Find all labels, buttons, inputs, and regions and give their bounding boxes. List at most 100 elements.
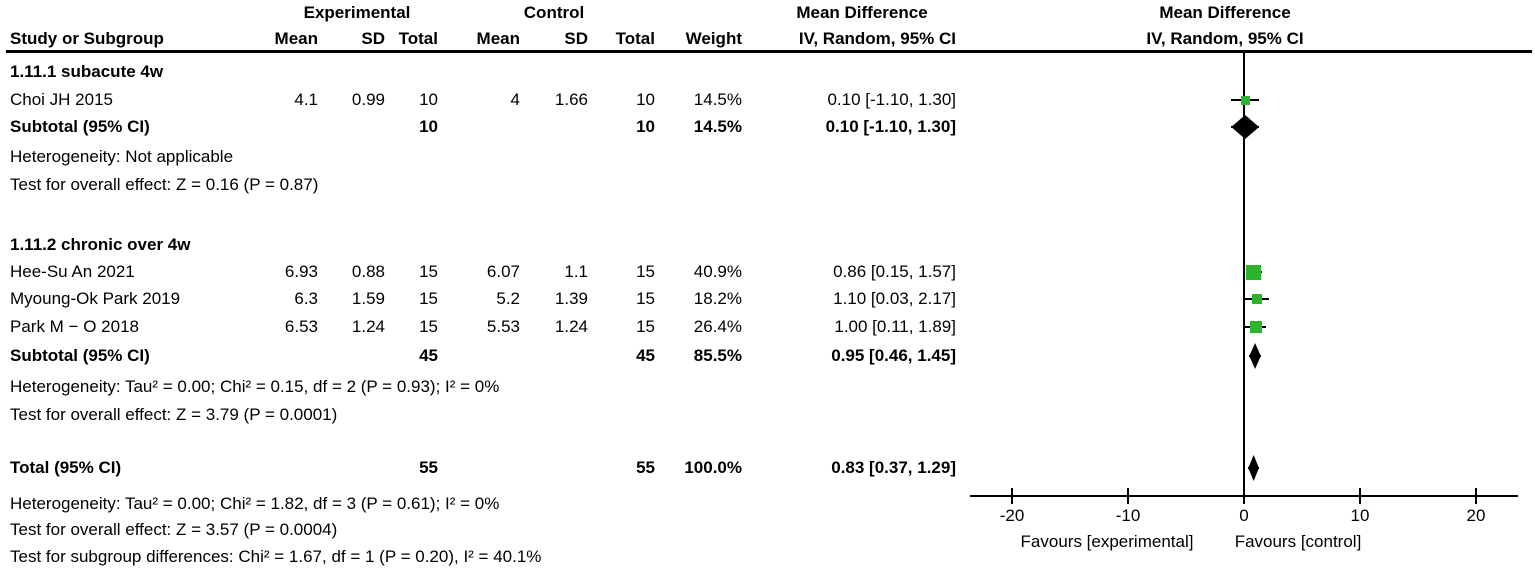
total-heterogeneity-row: Heterogeneity: Tau² = 0.00; Chi² = 1.82,…	[0, 493, 1000, 515]
col-weight: Weight	[685, 29, 742, 48]
total-c-value: 15	[636, 317, 655, 336]
subtotal-2-row: Subtotal (95% CI) 45 45 85.5% 0.95 [0.46…	[0, 345, 1000, 367]
total-c-value: 10	[636, 90, 655, 109]
header-control: Control	[523, 3, 585, 22]
axis-tick-label: 0	[1239, 506, 1249, 525]
axis-tick	[1475, 488, 1477, 504]
col-ci-right: IV, Random, 95% CI	[1146, 29, 1304, 48]
mean-e-value: 6.93	[284, 262, 318, 281]
header-experimental: Experimental	[303, 3, 411, 22]
header-group-row: Experimental Control Mean Difference	[0, 2, 1000, 24]
study-name: Myoung-Ok Park 2019	[10, 289, 181, 308]
sd-e-value: 1.59	[351, 289, 385, 308]
ci-value: 0.83 [0.37, 1.29]	[831, 458, 956, 477]
sd-e-value: 0.99	[351, 90, 385, 109]
ci-value: 1.10 [0.03, 2.17]	[833, 289, 956, 308]
mean-c-value: 5.2	[496, 289, 520, 308]
axis-tick	[1359, 488, 1361, 504]
study-name: Park M − O 2018	[10, 317, 139, 336]
study-marker-myo	[1251, 294, 1262, 304]
subtotal-label: Subtotal (95% CI)	[10, 346, 150, 365]
overall-effect-text: Test for overall effect: Z = 3.57 (P = 0…	[10, 520, 338, 539]
ci-value: 0.10 [-1.10, 1.30]	[827, 90, 956, 109]
mean-e-value: 6.3	[294, 289, 318, 308]
total-row: Total (95% CI) 55 55 100.0% 0.83 [0.37, …	[0, 457, 1000, 479]
favours-experimental-label: Favours [experimental]	[1020, 532, 1194, 551]
overall-effect-text: Test for overall effect: Z = 0.16 (P = 0…	[10, 175, 319, 194]
subtotal-label: Subtotal (95% CI)	[10, 117, 150, 136]
axis-tick-label: -10	[1115, 506, 1141, 525]
total-e-value: 10	[419, 90, 438, 109]
weight-value: 26.4%	[693, 317, 742, 336]
axis-tick-label: 10	[1350, 506, 1370, 525]
total-e-value: 15	[419, 317, 438, 336]
axis-tick	[1127, 488, 1129, 504]
pooled-diamond-total	[1248, 455, 1259, 481]
zero-line	[1243, 53, 1245, 496]
ci-value: 0.95 [0.46, 1.45]	[831, 346, 956, 365]
sd-c-value: 1.1	[564, 262, 588, 281]
col-mean-experimental: Mean	[274, 29, 318, 48]
ci-value: 1.00 [0.11, 1.89]	[834, 317, 956, 336]
total-overall-effect-row: Test for overall effect: Z = 3.57 (P = 0…	[0, 519, 1000, 541]
study-marker-hee	[1246, 264, 1262, 280]
total-e-value: 10	[419, 117, 438, 136]
mean-c-value: 4	[510, 90, 520, 109]
subgroup-differences-row: Test for subgroup differences: Chi² = 1.…	[0, 546, 1000, 568]
col-sd-experimental: SD	[361, 29, 385, 48]
subgroup-1-label-row: 1.11.1 subacute 4w	[0, 61, 1000, 83]
weight-value: 40.9%	[693, 262, 742, 281]
weight-value: 85.5%	[693, 346, 742, 365]
study-name: Choi JH 2015	[10, 90, 114, 109]
subgroup-2-label-row: 1.11.2 chronic over 4w	[0, 234, 1000, 256]
study-marker-choi	[1240, 95, 1250, 105]
subgroup-2-label: 1.11.2 chronic over 4w	[10, 235, 191, 254]
total-e-value: 15	[419, 289, 438, 308]
total-label: Total (95% CI)	[10, 458, 122, 477]
favours-control-label: Favours [control]	[1234, 532, 1362, 551]
header-mean-difference-left: Mean Difference	[796, 3, 928, 22]
study-row-park-m-o: Park M − O 2018 6.53 1.24 15 5.53 1.24 1…	[0, 316, 1000, 338]
col-total-control: Total	[615, 29, 655, 48]
subgroup-1-label: 1.11.1 subacute 4w	[10, 62, 164, 81]
heterogeneity-1-row: Heterogeneity: Not applicable	[0, 146, 1000, 168]
weight-value: 14.5%	[693, 117, 742, 136]
header-underline	[6, 50, 1532, 53]
ci-value: 0.86 [0.15, 1.57]	[833, 262, 956, 281]
overall-effect-1-row: Test for overall effect: Z = 0.16 (P = 0…	[0, 174, 1000, 196]
weight-value: 14.5%	[693, 90, 742, 109]
heterogeneity-2-row: Heterogeneity: Tau² = 0.00; Chi² = 0.15,…	[0, 376, 1000, 398]
study-row-myoung-ok-park: Myoung-Ok Park 2019 6.3 1.59 15 5.2 1.39…	[0, 288, 1000, 310]
header-column-row: Study or Subgroup Mean SD Total Mean SD …	[0, 28, 1000, 50]
total-e-value: 45	[419, 346, 438, 365]
total-c-value: 15	[636, 262, 655, 281]
col-study-or-subgroup: Study or Subgroup	[10, 29, 164, 48]
pooled-diamond-sub2	[1249, 343, 1261, 369]
subtotal-1-row: Subtotal (95% CI) 10 10 14.5% 0.10 [-1.1…	[0, 116, 1000, 138]
sd-c-value: 1.24	[554, 317, 588, 336]
mean-e-value: 6.53	[284, 317, 318, 336]
overall-effect-text: Test for overall effect: Z = 3.79 (P = 0…	[10, 405, 338, 424]
total-c-value: 10	[636, 117, 655, 136]
axis-tick-label: 20	[1466, 506, 1486, 525]
total-e-value: 55	[419, 458, 438, 477]
col-mean-control: Mean	[476, 29, 520, 48]
mean-c-value: 6.07	[486, 262, 520, 281]
heterogeneity-text: Heterogeneity: Tau² = 0.00; Chi² = 0.15,…	[10, 377, 500, 396]
heterogeneity-text: Heterogeneity: Not applicable	[10, 147, 234, 166]
col-sd-control: SD	[564, 29, 588, 48]
total-c-value: 55	[636, 458, 655, 477]
sd-e-value: 1.24	[351, 317, 385, 336]
weight-value: 18.2%	[693, 289, 742, 308]
heterogeneity-text: Heterogeneity: Tau² = 0.00; Chi² = 1.82,…	[10, 494, 500, 513]
axis-tick	[1011, 488, 1013, 504]
study-row-hee-su-an: Hee-Su An 2021 6.93 0.88 15 6.07 1.1 15 …	[0, 261, 1000, 283]
axis-tick-label: -20	[999, 506, 1025, 525]
total-c-value: 15	[636, 289, 655, 308]
mean-c-value: 5.53	[486, 317, 520, 336]
header-mean-difference-right: Mean Difference	[1159, 3, 1291, 22]
total-e-value: 15	[419, 262, 438, 281]
overall-effect-2-row: Test for overall effect: Z = 3.79 (P = 0…	[0, 404, 1000, 426]
sd-c-value: 1.66	[554, 90, 588, 109]
axis-tick	[1243, 488, 1245, 504]
